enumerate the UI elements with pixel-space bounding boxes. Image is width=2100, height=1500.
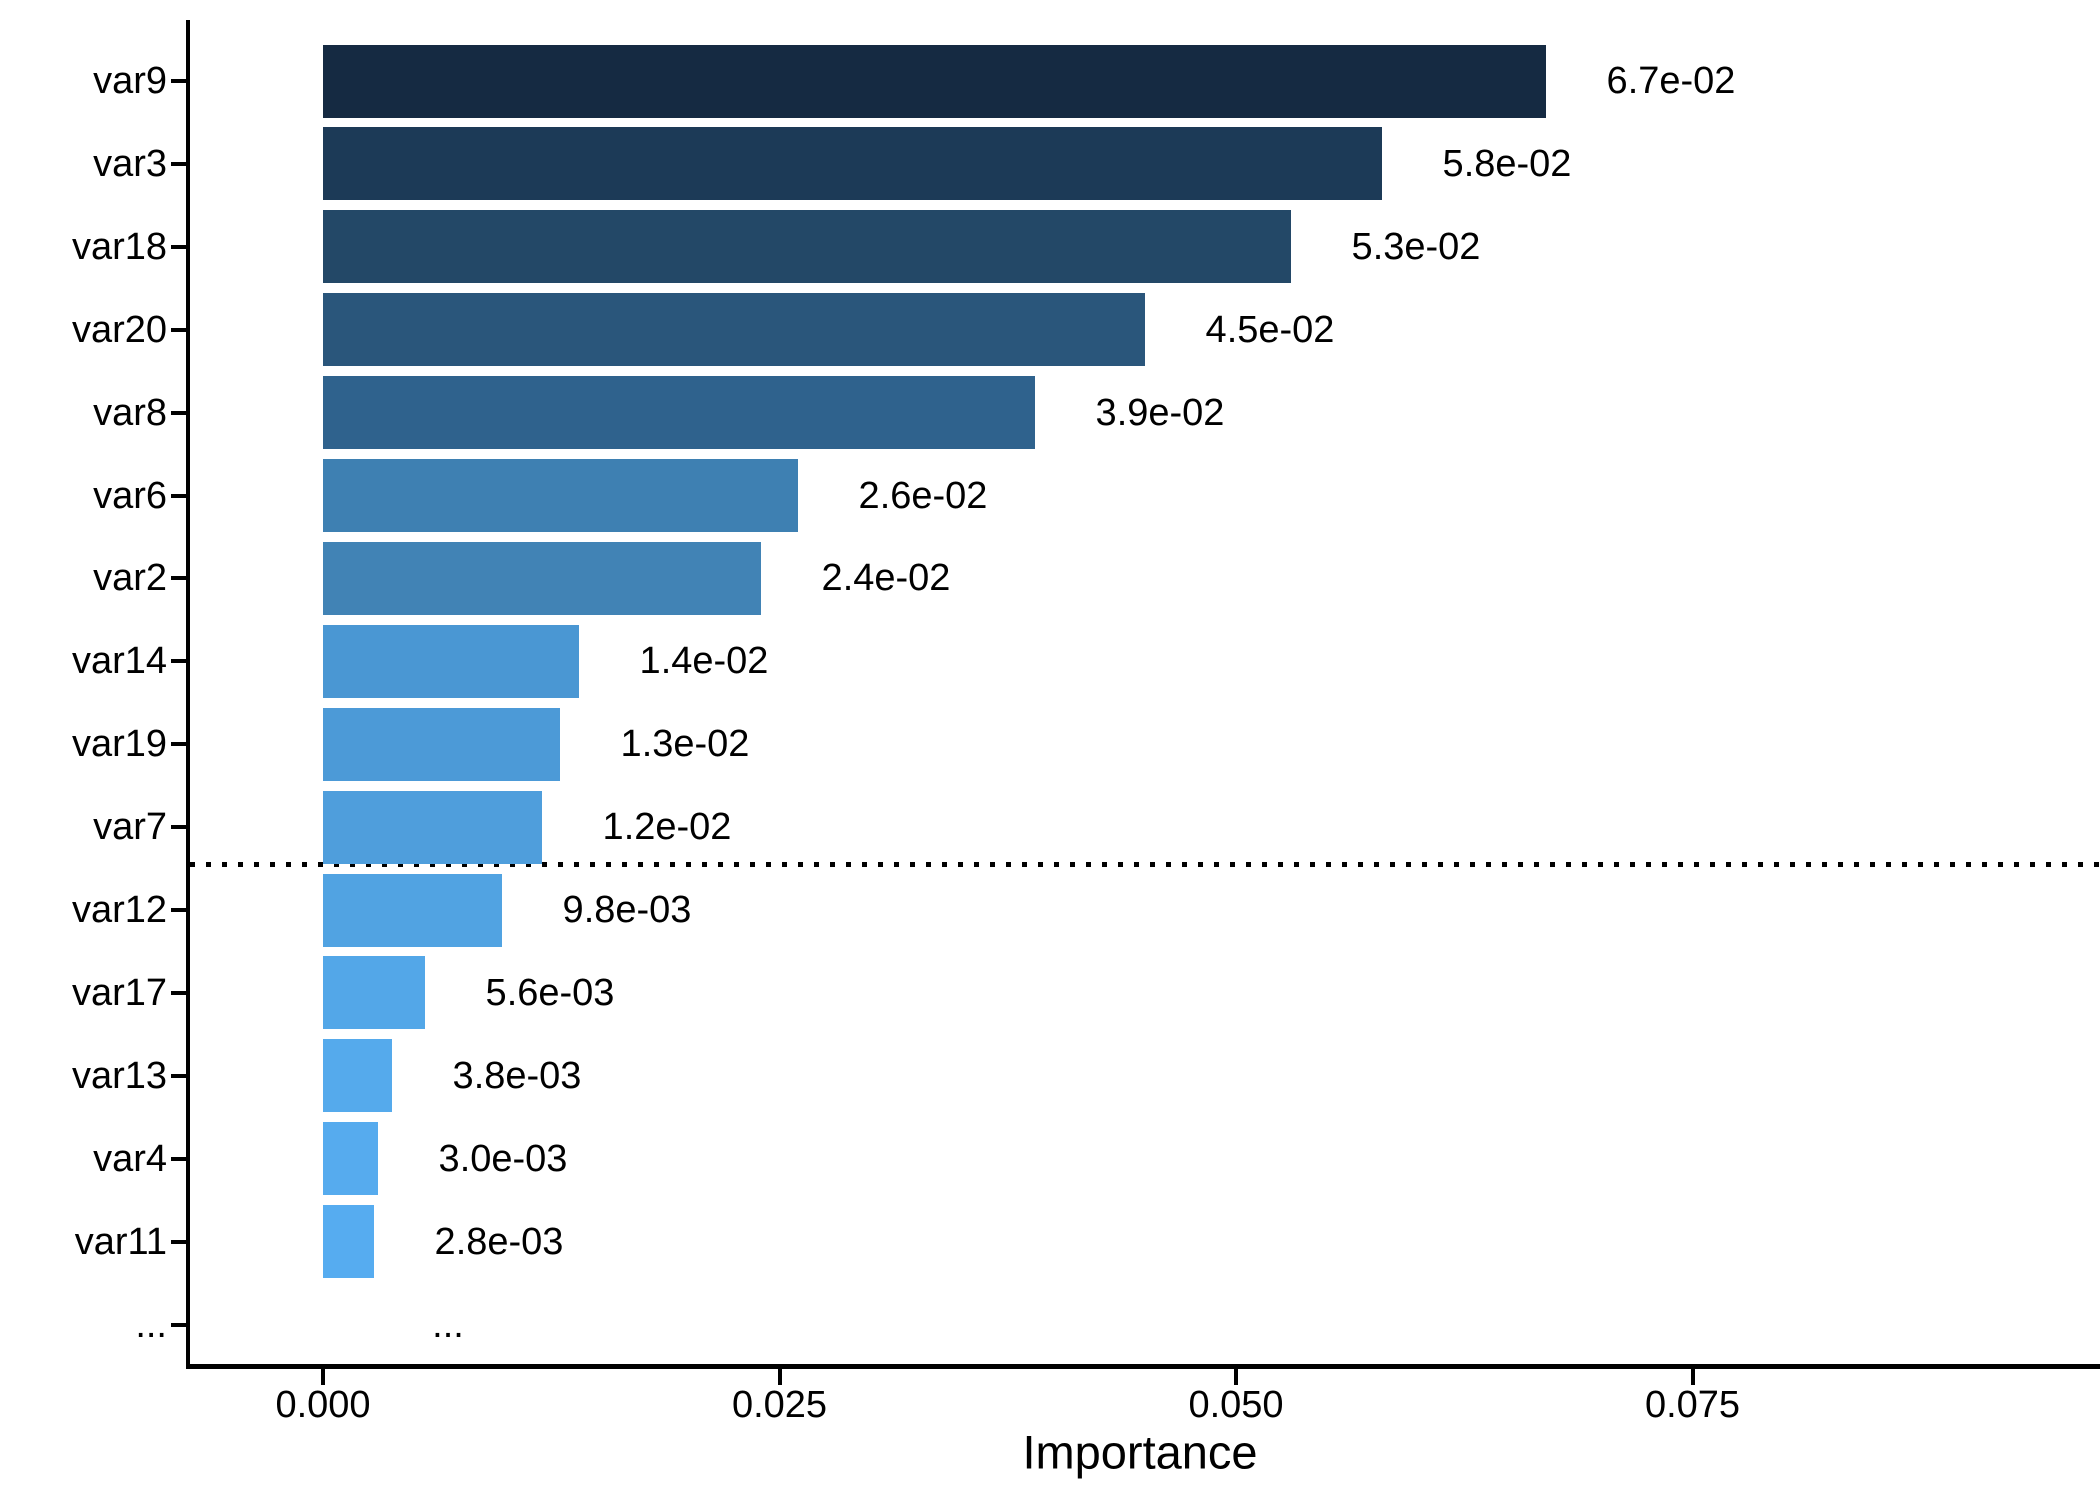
y-axis-tick <box>171 1156 188 1161</box>
bar-value-label: 5.8e-02 <box>1442 142 1572 185</box>
bar-value-label: ... <box>432 1303 464 1346</box>
x-axis-tick <box>1690 1368 1695 1385</box>
bar-value-label: 1.2e-02 <box>602 806 732 849</box>
bar-value-label: 5.6e-03 <box>485 971 615 1014</box>
bar-value-label: 2.6e-02 <box>858 474 988 517</box>
y-axis-tick <box>171 327 188 332</box>
bar-value-label: 4.5e-02 <box>1205 308 1335 351</box>
y-axis-label: var17 <box>71 971 167 1014</box>
bar <box>323 459 798 532</box>
bar <box>323 1039 392 1113</box>
bar-value-label: 3.0e-03 <box>438 1137 568 1180</box>
bar <box>323 624 579 698</box>
threshold-dotted-line <box>190 862 2100 867</box>
x-axis-tick <box>1234 1368 1238 1385</box>
bar <box>323 44 1546 118</box>
y-axis-label: var19 <box>71 723 167 766</box>
y-axis-tick <box>171 410 188 415</box>
x-axis-tick-label: 0.050 <box>1188 1384 1284 1426</box>
y-axis-label: var2 <box>93 557 167 600</box>
y-axis-label: var14 <box>71 640 167 683</box>
y-axis-label: var11 <box>74 1220 167 1263</box>
y-axis-tick <box>171 1322 188 1327</box>
bar-value-label: 1.3e-02 <box>620 723 750 766</box>
bar <box>323 707 560 781</box>
y-axis-tick <box>171 990 188 995</box>
y-axis-label: var7 <box>93 806 167 849</box>
bar <box>323 956 425 1030</box>
bar <box>323 541 761 615</box>
bar <box>323 293 1145 367</box>
x-axis-tick-label: 0.025 <box>731 1384 828 1426</box>
x-axis-title: Importance <box>1022 1425 1258 1479</box>
y-axis-tick <box>171 244 188 249</box>
bar <box>323 1205 374 1279</box>
y-axis-label: var9 <box>93 60 167 102</box>
x-axis-tick-label: 0.000 <box>275 1384 371 1426</box>
y-axis-tick <box>171 493 188 498</box>
y-axis-tick <box>171 1239 188 1244</box>
x-axis-tick-label: 0.075 <box>1644 1384 1741 1426</box>
bar <box>323 376 1035 450</box>
y-axis-line <box>186 20 190 1368</box>
bar-value-label: 2.4e-02 <box>821 557 951 600</box>
y-axis-tick <box>171 742 188 747</box>
y-axis-label: var13 <box>71 1054 167 1097</box>
x-axis-tick <box>321 1368 325 1385</box>
bar-value-label: 5.3e-02 <box>1351 225 1481 268</box>
y-axis-tick <box>171 161 188 166</box>
bar <box>323 127 1382 201</box>
bar <box>323 1122 378 1196</box>
y-axis-label: var3 <box>93 142 167 185</box>
y-axis-label: var18 <box>71 225 167 268</box>
y-axis-tick <box>171 825 188 830</box>
bar-value-label: 3.9e-02 <box>1095 391 1225 434</box>
bar <box>323 873 502 947</box>
y-axis-label: var4 <box>93 1137 167 1180</box>
y-axis-label: var8 <box>93 391 167 434</box>
bar-value-label: 6.7e-02 <box>1606 60 1736 102</box>
bar-value-label: 9.8e-03 <box>562 889 692 931</box>
x-axis-tick <box>777 1368 782 1385</box>
y-axis-label: ... <box>135 1303 167 1346</box>
y-axis-tick <box>171 576 188 581</box>
bar-value-label: 1.4e-02 <box>639 640 769 683</box>
x-axis-line <box>186 1364 2100 1369</box>
y-axis-label: var20 <box>71 308 167 351</box>
bar-value-label: 2.8e-03 <box>434 1220 564 1263</box>
bar <box>323 210 1291 284</box>
bar <box>323 790 542 864</box>
y-axis-tick <box>171 79 188 83</box>
y-axis-label: var12 <box>71 889 167 931</box>
y-axis-tick <box>171 908 188 912</box>
y-axis-label: var6 <box>93 474 167 517</box>
bar-value-label: 3.8e-03 <box>452 1054 582 1097</box>
y-axis-tick <box>171 659 188 664</box>
y-axis-tick <box>171 1073 188 1078</box>
